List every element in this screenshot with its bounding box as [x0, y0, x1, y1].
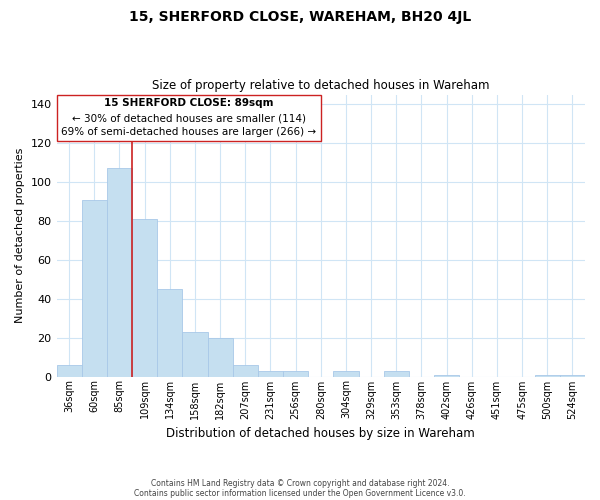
- Text: Contains public sector information licensed under the Open Government Licence v3: Contains public sector information licen…: [134, 488, 466, 498]
- X-axis label: Distribution of detached houses by size in Wareham: Distribution of detached houses by size …: [166, 427, 475, 440]
- Bar: [82, 200, 107, 376]
- Bar: [208, 338, 233, 376]
- Bar: [334, 370, 359, 376]
- Y-axis label: Number of detached properties: Number of detached properties: [15, 148, 25, 323]
- FancyBboxPatch shape: [56, 94, 321, 141]
- Bar: [233, 365, 258, 376]
- Bar: [283, 370, 308, 376]
- Text: 15 SHERFORD CLOSE: 89sqm: 15 SHERFORD CLOSE: 89sqm: [104, 98, 274, 108]
- Bar: [107, 168, 132, 376]
- Text: 15, SHERFORD CLOSE, WAREHAM, BH20 4JL: 15, SHERFORD CLOSE, WAREHAM, BH20 4JL: [129, 10, 471, 24]
- Text: 69% of semi-detached houses are larger (266) →: 69% of semi-detached houses are larger (…: [61, 127, 316, 137]
- Bar: [535, 374, 560, 376]
- Bar: [56, 365, 82, 376]
- Bar: [157, 289, 182, 376]
- Bar: [560, 374, 585, 376]
- Bar: [258, 370, 283, 376]
- Text: ← 30% of detached houses are smaller (114): ← 30% of detached houses are smaller (11…: [71, 114, 305, 124]
- Text: Contains HM Land Registry data © Crown copyright and database right 2024.: Contains HM Land Registry data © Crown c…: [151, 478, 449, 488]
- Bar: [182, 332, 208, 376]
- Bar: [434, 374, 459, 376]
- Title: Size of property relative to detached houses in Wareham: Size of property relative to detached ho…: [152, 79, 490, 92]
- Bar: [132, 219, 157, 376]
- Bar: [383, 370, 409, 376]
